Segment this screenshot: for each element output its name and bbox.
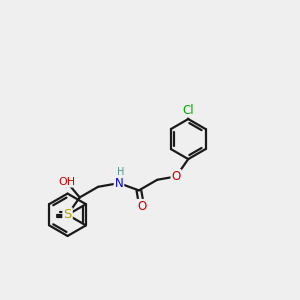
Text: OH: OH	[58, 177, 75, 187]
Text: O: O	[137, 200, 146, 213]
Text: Cl: Cl	[182, 104, 194, 117]
Text: N: N	[115, 177, 123, 190]
Text: O: O	[172, 170, 181, 183]
Text: S: S	[63, 208, 72, 221]
Text: H: H	[117, 167, 125, 176]
